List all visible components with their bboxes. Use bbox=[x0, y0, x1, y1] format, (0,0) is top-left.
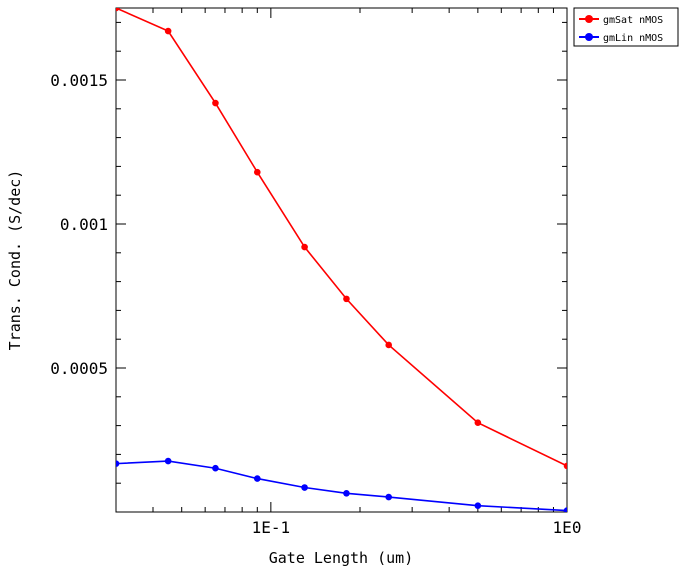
legend-swatch-marker bbox=[585, 33, 593, 41]
data-point bbox=[474, 502, 482, 509]
data-point bbox=[212, 464, 219, 472]
x-tick-label: 1E0 bbox=[553, 518, 582, 537]
y-axis: 0.0005 0.001 0.0015 bbox=[50, 21, 567, 513]
x-axis: 1E-1 1E0 bbox=[115, 8, 582, 537]
data-point bbox=[164, 27, 172, 35]
data-point bbox=[343, 295, 350, 303]
data-point bbox=[385, 341, 393, 349]
legend-label: gmSat nMOS bbox=[603, 15, 663, 26]
data-point bbox=[563, 462, 567, 470]
x-axis-title: Gate Length (um) bbox=[269, 549, 414, 567]
data-point bbox=[385, 493, 393, 501]
data-point bbox=[212, 99, 219, 107]
data-point bbox=[116, 8, 120, 12]
data-point bbox=[253, 168, 261, 176]
legend: gmSat nMOS gmLin nMOS bbox=[573, 7, 679, 47]
series-group bbox=[116, 8, 567, 512]
series-layer bbox=[116, 8, 567, 512]
y-tick-label: 0.001 bbox=[60, 215, 108, 234]
legend-swatch-marker bbox=[585, 15, 593, 23]
plot-area bbox=[115, 7, 568, 513]
legend-label: gmLin nMOS bbox=[603, 33, 663, 44]
data-point bbox=[563, 507, 567, 512]
y-tick-label: 0.0015 bbox=[50, 71, 108, 90]
y-tick-label: 0.0005 bbox=[50, 359, 108, 378]
y-axis-title: Trans. Cond. (S/dec) bbox=[6, 170, 24, 351]
data-point bbox=[301, 484, 308, 491]
data-point bbox=[164, 457, 172, 465]
data-point bbox=[253, 475, 261, 482]
data-point bbox=[474, 419, 482, 427]
data-point bbox=[343, 489, 350, 497]
data-point bbox=[301, 243, 308, 251]
data-point bbox=[116, 460, 120, 467]
x-tick-label: 1E-1 bbox=[252, 518, 291, 537]
